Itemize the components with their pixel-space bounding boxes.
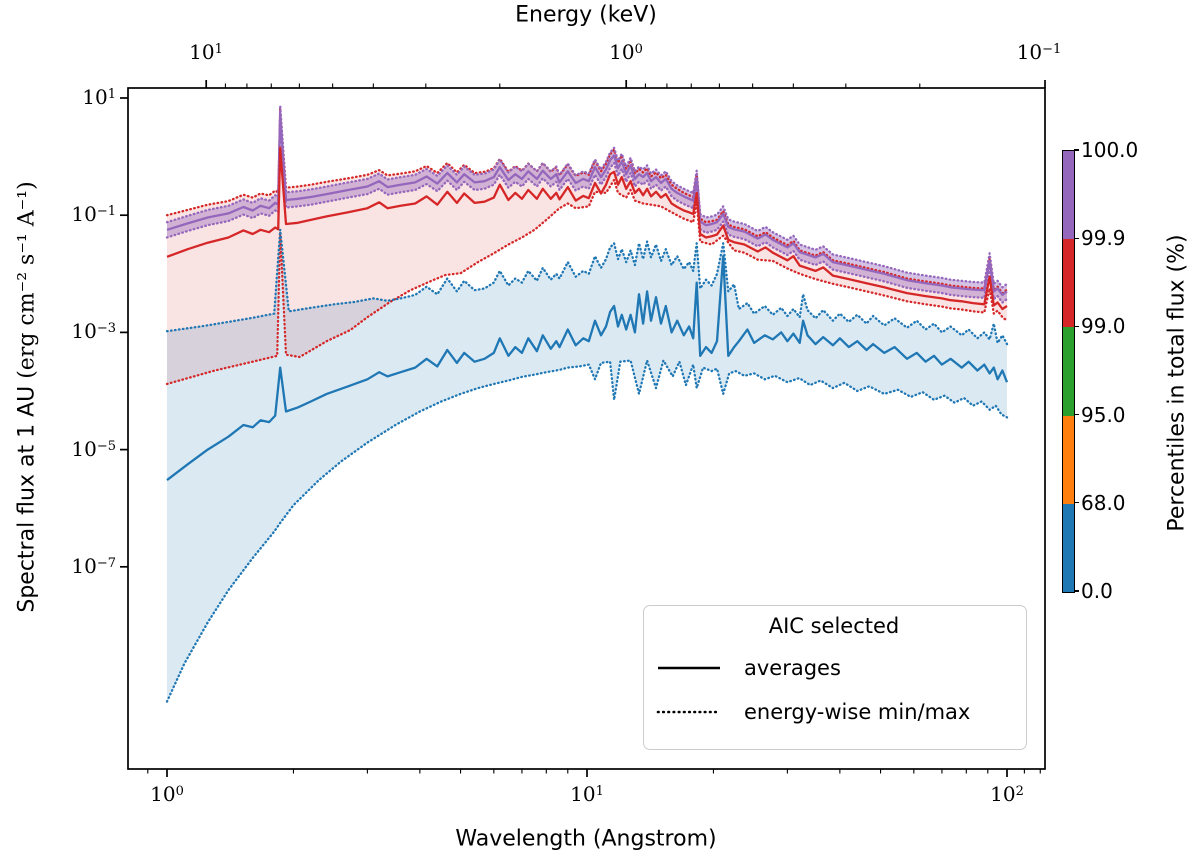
colorbar-tick — [1074, 590, 1079, 592]
x-tick-label: 101 — [570, 782, 604, 806]
axis-ticks — [120, 80, 1046, 777]
colorbar-tick — [1074, 149, 1079, 151]
colorbar-segment-0-68 — [1063, 503, 1074, 592]
colorbar-tick-label: 100.0 — [1081, 138, 1139, 162]
top-tick-label: 100 — [609, 40, 643, 64]
legend-solid-line-sample — [658, 666, 720, 670]
colorbar-segment-99.9-100 — [1063, 151, 1074, 240]
y-tick-label: 10−5 — [71, 436, 116, 461]
bottom-axis-title: Wavelength (Angstrom) — [455, 826, 717, 852]
colorbar-tick-label: 95.0 — [1081, 402, 1126, 427]
band-p0.0-68.0 — [167, 229, 1007, 702]
legend-item-label: averages — [744, 656, 841, 680]
line-p0.0-68.0-energy-wise-max — [165, 228, 1009, 346]
legend-item-label: energy-wise min/max — [744, 700, 971, 724]
colorbar-segment-99-99.9 — [1063, 239, 1074, 328]
colorbar-segment-68-95 — [1063, 415, 1074, 504]
line-p99.9-100.0-average — [166, 112, 1008, 297]
legend-item-minmax: energy-wise min/max — [656, 690, 1012, 734]
legend-dotted-line-sample — [656, 710, 722, 714]
line-p99.9-100.0-energy-wise-min — [165, 119, 1009, 304]
top-tick-label: 101 — [189, 40, 223, 64]
colorbar-tick-label: 99.9 — [1081, 226, 1126, 251]
colorbar-tick-label: 0.0 — [1081, 579, 1113, 603]
legend: AIC selected averages energy-wise min/ma… — [643, 605, 1027, 750]
left-axis-title: Spectral flux at 1 AU (erg cm⁻² s⁻¹ A⁻¹) — [15, 181, 40, 612]
colorbar-tick — [1074, 413, 1079, 416]
top-axis-title: Energy (keV) — [515, 2, 657, 28]
line-p99.0-99.9-energy-wise-min — [165, 178, 1009, 386]
x-tick-label: 100 — [150, 782, 184, 806]
y-tick-label: 101 — [82, 84, 116, 109]
legend-item-averages: averages — [656, 646, 1012, 690]
colorbar-tick-label: 99.0 — [1081, 314, 1126, 339]
line-p99.0-99.9-average — [166, 146, 1008, 311]
band-p99.9-100.0 — [167, 105, 1007, 303]
colorbar-segment-95-99 — [1063, 327, 1074, 416]
colorbar-tick-label: 68.0 — [1081, 490, 1126, 515]
colorbar-title: Percentiles in total flux (%) — [1164, 234, 1190, 532]
line-p99.0-99.9-energy-wise-max — [165, 107, 1009, 295]
colorbar-tick — [1074, 237, 1079, 239]
x-tick-label: 102 — [990, 782, 1024, 806]
y-tick-label: 10−3 — [71, 318, 116, 343]
left-axis-title-text: Spectral flux at 1 AU — [14, 385, 40, 613]
legend-title: AIC selected — [768, 614, 900, 638]
colorbar-tick — [1074, 502, 1079, 504]
top-tick-label: 10−1 — [1016, 40, 1062, 64]
y-tick-label: 10−1 — [71, 201, 116, 226]
colorbar-tick — [1074, 325, 1079, 328]
colorbar — [1062, 150, 1075, 593]
line-p0.0-68.0-energy-wise-min — [165, 359, 1009, 703]
y-tick-label: 10−7 — [71, 553, 116, 578]
line-p0.0-68.0-average — [166, 255, 1009, 482]
plot-area — [165, 104, 1009, 703]
band-p99.0-99.9 — [167, 108, 1007, 384]
